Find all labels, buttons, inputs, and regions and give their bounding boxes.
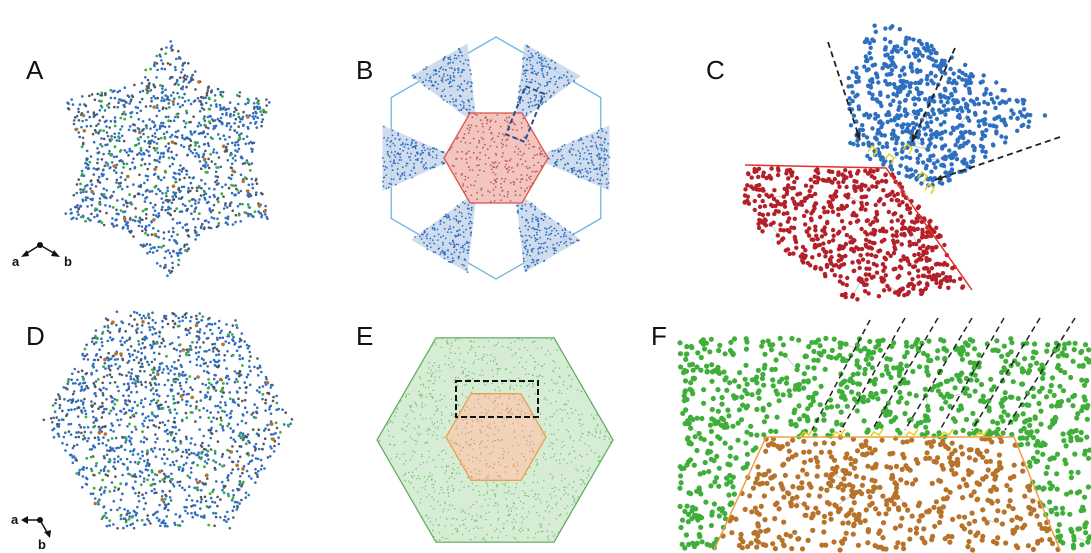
panel-f-arrow-1 (811, 319, 871, 431)
panel-d-axis-arrows (21, 516, 51, 538)
panel-c-red-boundary (744, 164, 973, 291)
panel-c-arrowhead-1 (854, 132, 861, 140)
axis-a-arrowhead-bottom (21, 516, 28, 524)
panel-b-triangle-atoms-5 (412, 47, 477, 125)
panel-f-orange-atoms (720, 434, 1061, 553)
panel-f-green-atoms (677, 335, 1091, 551)
panel-d-blue-atoms (51, 310, 293, 530)
panel-c-arrow-3 (934, 136, 1061, 181)
panel-label-f: F (651, 321, 667, 351)
panel-d-structure (42, 310, 294, 530)
panel-c-structure (742, 23, 1061, 302)
axis-label-b-bottom: b (38, 537, 46, 552)
panel-c-red-atoms (742, 166, 966, 302)
panel-a-grey-atoms (67, 48, 269, 273)
panel-b-triangle-atoms-3 (414, 193, 477, 273)
panel-a-blue-atoms (64, 40, 271, 278)
panel-f-arrow-2 (839, 317, 906, 433)
panel-b-red-atoms (449, 112, 546, 203)
panel-e-orange-hexagon (445, 393, 547, 481)
panel-c-arrowhead-2 (912, 134, 918, 142)
panel-label-d: D (26, 321, 45, 351)
panel-f-arrow-3 (871, 317, 939, 431)
axis-b-arrowhead-top (51, 250, 60, 257)
panel-e-orange-atoms (450, 393, 543, 480)
panel-c-arrow-2 (911, 47, 956, 143)
panel-e-dashed-box (455, 380, 539, 418)
panel-f-arrow-7 (1004, 317, 1076, 431)
panel-b-dashed-box (504, 84, 546, 144)
axis-label-a-top: a (12, 254, 20, 269)
panel-a-structure (64, 40, 271, 278)
axis-a-arrowhead-top (21, 250, 29, 257)
panel-d-green-atoms (51, 314, 290, 527)
panel-c-blue-atoms (846, 23, 1048, 188)
panel-b-triangle-atoms-4 (381, 125, 454, 190)
panel-a-green-atoms (79, 52, 268, 262)
panel-b-triangle-atoms-1 (535, 127, 611, 189)
axis-label-a-bottom: a (11, 512, 19, 527)
axis-b-arrowhead-bottom (44, 530, 51, 538)
panel-f-arrow-5 (939, 317, 1005, 431)
axis-label-b-top: b (64, 254, 72, 269)
panel-f-arrow-4 (904, 317, 973, 431)
panel-f-arrow-6 (971, 317, 1041, 431)
panel-a-orange-atoms (74, 80, 267, 237)
panel-label-a: A (26, 55, 44, 85)
panel-a-axis-arrows (21, 242, 60, 257)
panel-b-triangle-2 (515, 190, 581, 273)
panel-d-grey-atoms (42, 312, 294, 530)
panel-f-structure (677, 317, 1091, 553)
panel-label-b: B (356, 55, 374, 85)
panel-label-c: C (706, 55, 725, 85)
panel-b-structure (381, 36, 611, 280)
panel-d-orange-atoms (93, 320, 276, 506)
panel-f-trapezoid-boundary (713, 436, 1061, 551)
panel-label-e: E (356, 321, 374, 351)
panel-b-outer-hexagon (390, 36, 602, 280)
panel-c-arrowhead-3 (935, 174, 943, 181)
panel-b-triangle-atoms-2 (515, 195, 580, 272)
panel-c-arrow-1 (827, 41, 861, 141)
panel-e-structure (376, 337, 614, 543)
panel-b-triangle-3 (411, 190, 477, 273)
panel-b-triangle-1 (534, 125, 610, 191)
panel-b-red-hexagon (443, 112, 549, 204)
panel-f-yellow-links (799, 428, 989, 438)
panel-c-yellow-links (867, 142, 935, 195)
